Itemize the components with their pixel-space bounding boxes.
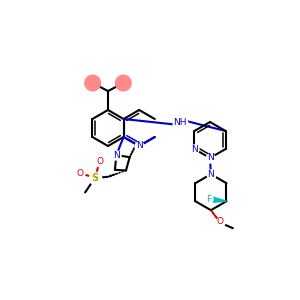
Text: F: F [206, 195, 211, 204]
Text: O: O [76, 169, 83, 178]
Text: NH: NH [173, 118, 186, 127]
Circle shape [116, 75, 131, 91]
Text: N: N [207, 154, 213, 163]
Text: N: N [208, 170, 214, 179]
Text: O: O [96, 158, 103, 166]
Text: N: N [191, 145, 198, 154]
Text: O: O [216, 218, 224, 226]
Text: N: N [136, 142, 142, 151]
Polygon shape [211, 210, 222, 224]
Text: N: N [113, 151, 120, 160]
Text: S: S [92, 173, 99, 183]
Polygon shape [211, 196, 226, 202]
Circle shape [85, 75, 100, 91]
